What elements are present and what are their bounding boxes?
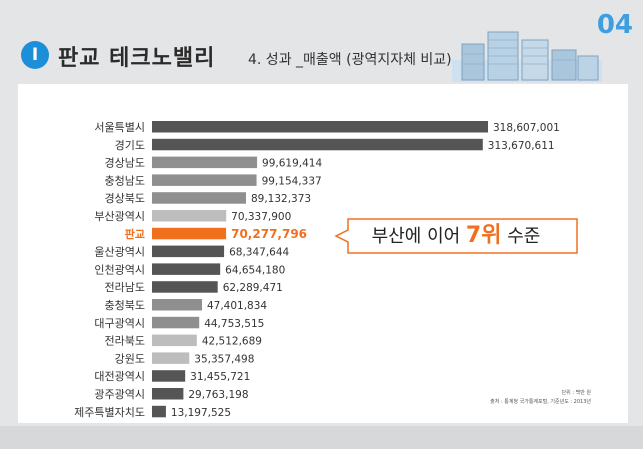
value-label: 89,132,373 bbox=[251, 193, 311, 205]
value-label: 13,197,525 bbox=[171, 407, 231, 419]
category-label: 전라북도 bbox=[105, 335, 145, 348]
category-label: 대구광역시 bbox=[94, 317, 145, 330]
value-label: 31,455,721 bbox=[190, 371, 250, 383]
callout-text-after: 수준 bbox=[501, 226, 541, 247]
bar bbox=[152, 352, 190, 364]
category-label: 판교 bbox=[125, 227, 145, 241]
bar bbox=[152, 316, 200, 329]
bar bbox=[152, 192, 246, 204]
value-label: 313,670,611 bbox=[488, 140, 555, 152]
value-label: 42,512,689 bbox=[202, 336, 262, 348]
category-label: 제주특별자치도 bbox=[74, 406, 145, 419]
category-label: 광주광역시 bbox=[94, 388, 145, 401]
value-label: 64,654,180 bbox=[225, 264, 285, 276]
callout-box: 부산에 이어 7위 수준 bbox=[334, 218, 578, 254]
category-label: 경상남도 bbox=[105, 157, 145, 170]
bar bbox=[152, 156, 258, 169]
value-label: 68,347,644 bbox=[229, 247, 289, 259]
value-label: 44,753,515 bbox=[204, 318, 264, 330]
value-label: 70,337,900 bbox=[231, 211, 291, 223]
bar bbox=[152, 299, 202, 311]
source-note: 출처 : 통계청 국가통계포털, 기준년도 : 2013년 bbox=[490, 399, 591, 405]
bar bbox=[152, 245, 225, 258]
callout-text-before: 부산에 이어 bbox=[371, 226, 466, 247]
section-badge: I bbox=[21, 41, 49, 69]
bar bbox=[152, 388, 184, 400]
bar bbox=[152, 174, 257, 186]
callout-frame bbox=[334, 218, 578, 254]
category-label: 인천광역시 bbox=[94, 262, 145, 276]
value-label: 29,763,198 bbox=[188, 389, 248, 401]
bar bbox=[152, 138, 483, 151]
page-subtitle: 4. 성과 _매출액 (광역지자체 비교) bbox=[248, 52, 452, 68]
category-label: 부산광역시 bbox=[94, 210, 145, 223]
page-title: 판교 테크노밸리 bbox=[58, 46, 216, 71]
category-label: 대전광역시 bbox=[94, 370, 145, 383]
category-label: 경기도 bbox=[115, 139, 145, 152]
bar bbox=[152, 227, 227, 240]
value-label: 70,277,796 bbox=[231, 227, 307, 241]
category-label: 충청남도 bbox=[105, 174, 145, 187]
bar bbox=[152, 281, 218, 293]
value-label: 99,619,414 bbox=[262, 158, 322, 170]
value-label: 47,401,834 bbox=[207, 300, 267, 312]
bar bbox=[152, 334, 197, 347]
bar bbox=[152, 405, 166, 418]
category-label: 충청북도 bbox=[105, 299, 145, 312]
category-label: 경상북도 bbox=[105, 192, 145, 205]
category-label: 강원도 bbox=[115, 352, 145, 365]
category-label: 전라남도 bbox=[105, 281, 145, 294]
value-label: 35,357,498 bbox=[194, 353, 254, 365]
bar bbox=[152, 263, 221, 275]
bar bbox=[152, 121, 488, 133]
chart-notes: 단위 : 백만 원 출처 : 통계청 국가통계포털, 기준년도 : 2013년 bbox=[490, 389, 591, 407]
value-label: 62,289,471 bbox=[223, 282, 283, 294]
footer-band bbox=[0, 426, 643, 449]
bar bbox=[152, 210, 227, 222]
category-label: 서울특별시 bbox=[94, 121, 145, 134]
category-label: 울산광역시 bbox=[94, 246, 145, 259]
callout-text: 부산에 이어 7위 수준 bbox=[334, 218, 578, 254]
page-number: 04 bbox=[596, 10, 633, 40]
value-label: 318,607,001 bbox=[493, 122, 560, 134]
callout-rank: 7위 bbox=[465, 223, 502, 248]
bar bbox=[152, 370, 186, 382]
unit-note: 단위 : 백만 원 bbox=[561, 390, 591, 396]
value-label: 99,154,337 bbox=[262, 175, 322, 187]
buildings-illustration-icon bbox=[452, 31, 602, 82]
header: I 판교 테크노밸리 4. 성과 _매출액 (광역지자체 비교) 04 bbox=[0, 0, 643, 82]
